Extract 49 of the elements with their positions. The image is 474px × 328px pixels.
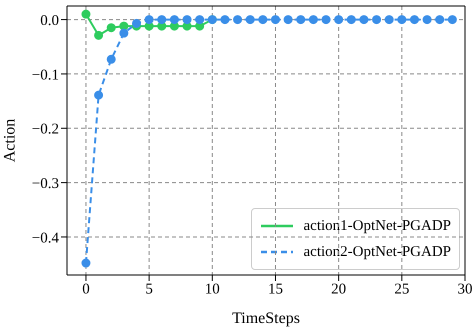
point: [182, 15, 192, 24]
point: [94, 30, 104, 40]
point: [308, 15, 318, 24]
point: [170, 15, 179, 24]
x-tick-label: 5: [145, 282, 153, 298]
x-tick-label: 10: [204, 282, 220, 298]
legend-label: action2-OptNet-PGADP: [304, 243, 451, 262]
x-tick-label: 20: [331, 282, 346, 298]
point: [220, 15, 230, 24]
x-tick-label: 25: [394, 282, 410, 298]
point: [81, 10, 90, 19]
point: [246, 15, 255, 24]
y-tick-label: −0.2: [32, 122, 59, 138]
point: [322, 15, 331, 24]
point: [81, 258, 90, 268]
point: [448, 15, 457, 24]
point: [422, 15, 432, 24]
y-tick-label: −0.1: [32, 67, 59, 84]
x-tick-label: 30: [458, 282, 472, 298]
point: [372, 15, 382, 24]
point: [359, 15, 368, 24]
point: [296, 15, 306, 24]
x-tick-label: 15: [268, 282, 283, 298]
x-tick-label: 0: [82, 282, 90, 298]
point: [233, 15, 242, 24]
point: [94, 90, 104, 100]
point: [144, 15, 154, 24]
point: [195, 15, 204, 24]
point: [384, 15, 394, 24]
point: [410, 15, 419, 24]
x-axis-title: TimeSteps: [232, 310, 300, 327]
point: [106, 23, 116, 32]
y-tick-label: 0.0: [40, 12, 59, 29]
point: [157, 15, 166, 24]
y-tick-label: −0.4: [32, 230, 60, 246]
legend-label: action1-OptNet-PGADP: [304, 217, 451, 236]
point: [258, 15, 268, 24]
point: [106, 54, 116, 64]
point: [435, 15, 444, 24]
point: [346, 15, 356, 24]
point: [119, 22, 128, 31]
y-axis-title: Action: [2, 118, 19, 162]
point: [397, 15, 406, 24]
point: [270, 15, 280, 24]
point: [132, 18, 141, 28]
point: [284, 15, 293, 24]
point: [334, 15, 344, 24]
point: [119, 28, 128, 38]
y-tick-label: −0.3: [32, 176, 59, 192]
